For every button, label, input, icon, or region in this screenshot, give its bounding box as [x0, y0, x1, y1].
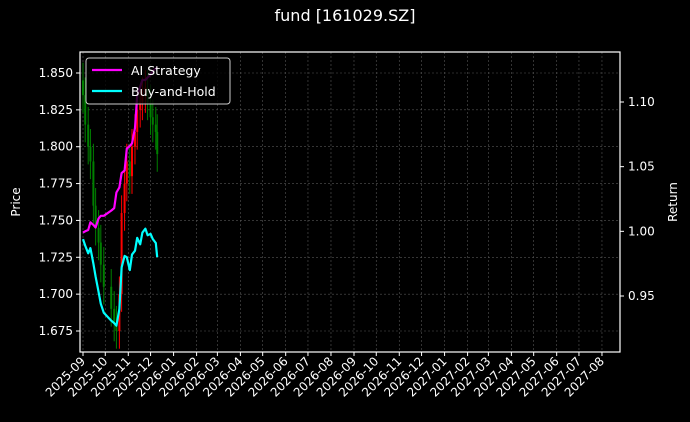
- candle-body: [154, 124, 157, 132]
- candlesticks: [82, 62, 159, 349]
- y-tick-label: 1.775: [39, 177, 73, 191]
- y-axis-label: Price: [9, 187, 23, 216]
- y-tick-label: 1.750: [39, 213, 73, 227]
- candle-body: [139, 102, 142, 110]
- y2-axis-label: Return: [666, 182, 680, 222]
- candle-body: [84, 95, 87, 125]
- candle-body: [89, 146, 92, 162]
- candle-body: [131, 146, 134, 177]
- candle-body: [87, 124, 90, 147]
- candle-body: [113, 308, 116, 324]
- legend-label-ai-strategy: AI Strategy: [131, 63, 201, 78]
- y-axis-left: 1.675 1.700 1.725 1.750 1.775 1.800 1.825 1.850: [39, 66, 80, 338]
- candle-body: [110, 286, 113, 309]
- y2-tick-label: 1.00: [628, 224, 655, 238]
- y-tick-label: 1.850: [39, 66, 73, 80]
- chart-title: fund [161029.SZ]: [274, 6, 416, 25]
- y-tick-label: 1.725: [39, 250, 73, 264]
- candle-body: [151, 117, 154, 125]
- candle-body: [128, 161, 131, 177]
- y-tick-label: 1.700: [39, 287, 73, 301]
- x-axis: 2025-092025-102025-112025-122026-012026-…: [43, 352, 607, 400]
- y-tick-label: 1.675: [39, 324, 73, 338]
- candle-body: [94, 205, 97, 228]
- candle-body: [133, 131, 136, 147]
- y2-tick-label: 0.95: [628, 289, 655, 303]
- candle-body: [120, 213, 123, 295]
- candle-body: [99, 242, 102, 265]
- y-tick-label: 1.825: [39, 103, 73, 117]
- candle-body: [97, 227, 100, 243]
- candle-body: [136, 109, 139, 132]
- y2-tick-label: 1.05: [628, 160, 655, 174]
- grid: [80, 52, 620, 352]
- y-axis-right: 0.95 1.00 1.05 1.10: [620, 95, 655, 303]
- y2-tick-label: 1.10: [628, 95, 655, 109]
- candle-body: [156, 131, 159, 155]
- candle-body: [82, 80, 84, 96]
- candle-body: [92, 161, 95, 206]
- candle-body: [125, 161, 128, 184]
- legend-label-buy-and-hold: Buy-and-Hold: [131, 84, 216, 99]
- plot-frame: [79, 51, 621, 353]
- candle-body: [123, 183, 126, 214]
- buy-and-hold-line: [81, 227, 159, 327]
- candle-body: [102, 264, 105, 287]
- legend: AI Strategy Buy-and-Hold: [85, 57, 231, 105]
- y-tick-label: 1.800: [39, 140, 73, 154]
- candle-body: [149, 102, 152, 118]
- candle-body: [115, 323, 118, 331]
